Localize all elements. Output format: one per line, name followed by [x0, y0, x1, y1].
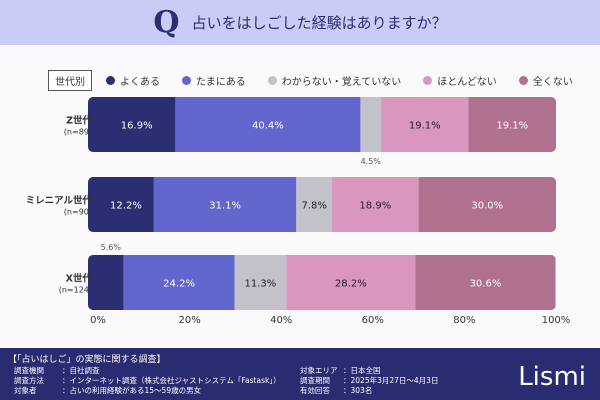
x-tick-label: 0%	[90, 315, 106, 326]
bar-segment	[360, 97, 382, 152]
lismi-logo: Lismi	[518, 362, 586, 392]
data-label: 7.8%	[301, 201, 326, 212]
footer-title: 【「占いはしご」の実態に関する調査】	[8, 355, 166, 365]
category-label: ミレニアル世代	[26, 195, 93, 207]
category-n: (n=90)	[64, 208, 92, 217]
data-label: 31.1%	[209, 201, 241, 212]
legend-item: わからない・覚えていない	[267, 73, 402, 88]
bar-segment	[153, 177, 297, 232]
bar-segment	[88, 177, 154, 232]
footer-value: ：インターネット調査（株式会社ジャストシステム「Fastask」）	[62, 376, 281, 385]
legend-dot-icon	[423, 76, 433, 85]
data-label: 30.0%	[471, 201, 503, 212]
legend-item: 全くない	[518, 73, 573, 88]
bar-segment	[286, 255, 416, 310]
legend: 世代別 よくある たまにある わからない・覚えていない ほとんどない 全くない	[48, 70, 595, 91]
x-tick-label: 100%	[542, 315, 571, 326]
footer-key: 対象エリア	[300, 366, 338, 375]
footer: 【「占いはしご」の実態に関する調査】 調査機関 ：自社調査調査方法 ：インターネット…	[0, 348, 600, 400]
footer-key: 有効回答	[300, 386, 330, 395]
legend-label: ほとんどない	[437, 77, 497, 88]
bar-segment	[468, 97, 556, 152]
legend-label: 全くない	[532, 77, 573, 88]
data-label: 30.6%	[470, 279, 502, 290]
bar-segment	[296, 177, 333, 232]
footer-key: 調査方法	[14, 376, 44, 385]
legend-tag: 世代別	[48, 70, 92, 91]
category-n: (n=124)	[59, 286, 92, 295]
data-label: 19.1%	[409, 121, 441, 132]
data-label: 40.4%	[252, 121, 284, 132]
legend-dot-icon	[518, 76, 528, 85]
bar-segment	[332, 177, 419, 232]
legend-dot-icon	[106, 76, 115, 85]
bar-segment	[234, 255, 287, 310]
bar-segment	[175, 97, 361, 152]
bar-segment	[381, 97, 469, 152]
data-label: 18.9%	[359, 201, 391, 212]
legend-item: ほとんどない	[423, 73, 497, 88]
footer-key: 調査機関	[14, 366, 44, 375]
footer-value: ：日本全国	[343, 366, 381, 375]
data-label: 24.2%	[163, 279, 195, 290]
data-label: 11.3%	[244, 279, 276, 290]
data-label: 28.2%	[335, 279, 367, 290]
legend-dot-icon	[182, 76, 191, 85]
q-icon: Q	[153, 5, 180, 40]
data-label: 4.5%	[361, 157, 382, 166]
data-label: 5.6%	[101, 243, 122, 252]
bar-segment	[88, 255, 124, 310]
footer-key: 対象者	[14, 386, 37, 395]
footer-value: ：自社調査	[62, 366, 100, 375]
data-label: 19.1%	[496, 121, 528, 132]
bar-segment	[123, 255, 235, 310]
x-tick-label: 20%	[178, 315, 200, 326]
legend-item: たまにある	[182, 73, 246, 88]
x-tick-label: 60%	[362, 315, 384, 326]
footer-value: ：303名	[343, 386, 373, 395]
header: Q 占いをはしごした経験はありますか？	[0, 0, 600, 45]
footer-value: ：2025年3月27日～4月3日	[343, 376, 439, 385]
category-label: Z世代	[66, 115, 92, 127]
x-tick-label: 80%	[453, 315, 475, 326]
footer-value: ：占いの利用経験がある15～59歳の男女	[62, 386, 202, 395]
legend-label: よくある	[120, 77, 160, 88]
footer-key: 調査期間	[300, 376, 330, 385]
question-title: 占いをはしごした経験はありますか？	[191, 14, 447, 32]
legend-label: わからない・覚えていない	[281, 77, 402, 88]
data-label: 12.2%	[110, 201, 142, 212]
bar-segment	[88, 97, 176, 152]
legend-dot-icon	[267, 76, 277, 85]
category-n: (n=89)	[64, 128, 92, 137]
data-label: 16.9%	[121, 121, 153, 132]
bar-segment	[415, 255, 556, 310]
x-tick-label: 40%	[270, 315, 292, 326]
chart: 16.9% 40.4% 4.5% 19.1% 19.1% Z世代(n=89) 12.2% 31…	[26, 97, 571, 326]
bar-segment	[418, 177, 556, 232]
legend-label: たまにある	[196, 77, 246, 88]
legend-item: よくある	[106, 73, 160, 88]
category-label: X世代	[66, 273, 93, 285]
